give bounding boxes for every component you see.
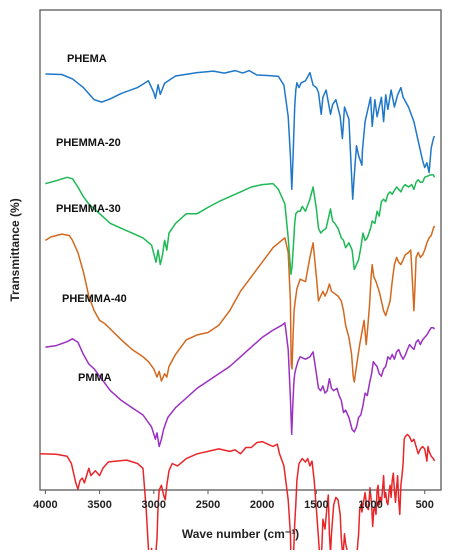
series-label-layer: PHEMA PHEMMA-20 PHEMMA-30 PHEMMA-40 PMMA (56, 53, 127, 384)
series-label-pmma: PMMA (78, 372, 112, 384)
series-line-phema (45, 69, 436, 200)
series-label-phemma-40: PHEMMA-40 (62, 293, 127, 305)
x-tick-label: 4000 (33, 499, 57, 511)
x-tick-layer: 4000 3500 3000 2500 2000 1500 1000 500 (33, 490, 434, 511)
x-tick-label: 2000 (250, 499, 274, 511)
x-tick-label: 3000 (142, 499, 166, 511)
x-tick-label: 3500 (87, 499, 111, 511)
plot-frame (39, 9, 442, 491)
series-line-phemma-20 (45, 174, 436, 276)
series-line-phemma-30 (45, 225, 436, 383)
series-layer (39, 69, 436, 555)
x-tick-label: 1500 (304, 499, 328, 511)
series-label-phemma-20: PHEMMA-20 (56, 137, 121, 149)
series-line-pmma (39, 433, 436, 555)
series-label-phema: PHEMA (67, 53, 107, 65)
series-label-phemma-30: PHEMMA-30 (56, 203, 121, 215)
x-tick-label: 500 (416, 499, 434, 511)
series-line-phemma-40 (45, 322, 436, 448)
x-axis-label: Wave number (cm⁻¹) (182, 527, 299, 541)
y-axis-label: Transmittance (%) (8, 198, 22, 301)
x-tick-label: 2500 (196, 499, 220, 511)
x-tick-label: 1000 (358, 499, 382, 511)
